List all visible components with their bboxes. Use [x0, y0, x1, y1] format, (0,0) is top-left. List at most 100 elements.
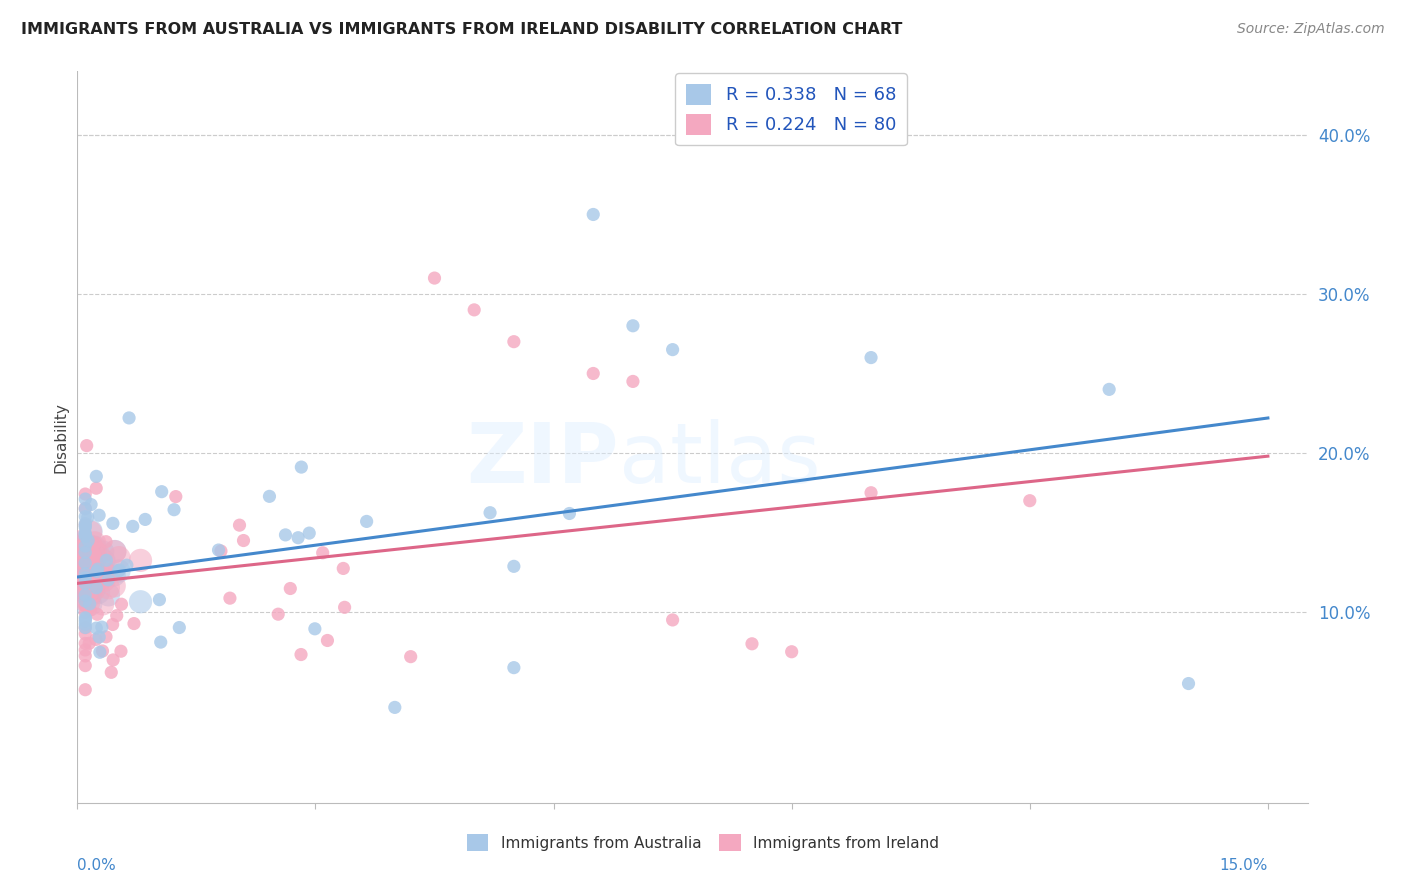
- Point: [77, 549, 100, 563]
- Point: [79, 597, 101, 611]
- Point: [70, 591, 93, 606]
- Point: [89, 630, 111, 644]
- Point: [83, 552, 105, 566]
- Point: [80, 552, 103, 566]
- Point: [860, 485, 883, 500]
- Point: [97, 581, 120, 595]
- Point: [384, 700, 406, 714]
- Point: [82, 558, 104, 572]
- Point: [67, 577, 90, 591]
- Point: [66, 541, 89, 555]
- Point: [83, 569, 105, 583]
- Point: [121, 519, 143, 533]
- Text: IMMIGRANTS FROM AUSTRALIA VS IMMIGRANTS FROM IRELAND DISABILITY CORRELATION CHAR: IMMIGRANTS FROM AUSTRALIA VS IMMIGRANTS …: [21, 22, 903, 37]
- Point: [316, 633, 339, 648]
- Point: [75, 566, 97, 581]
- Point: [96, 553, 118, 567]
- Point: [77, 553, 100, 567]
- Point: [83, 563, 105, 577]
- Point: [149, 635, 172, 649]
- Point: [75, 590, 97, 604]
- Point: [399, 649, 422, 664]
- Point: [77, 533, 100, 548]
- Point: [219, 591, 242, 606]
- Point: [278, 582, 301, 596]
- Point: [75, 487, 97, 501]
- Point: [1018, 493, 1040, 508]
- Point: [165, 490, 187, 504]
- Point: [298, 526, 321, 541]
- Point: [67, 555, 90, 569]
- Point: [75, 520, 97, 534]
- Point: [75, 537, 97, 551]
- Point: [75, 544, 97, 558]
- Point: [80, 525, 103, 540]
- Point: [333, 600, 356, 615]
- Point: [148, 592, 170, 607]
- Point: [1177, 676, 1199, 690]
- Point: [582, 367, 605, 381]
- Point: [83, 563, 105, 577]
- Point: [86, 607, 108, 622]
- Point: [94, 630, 117, 644]
- Point: [502, 660, 524, 674]
- Point: [103, 579, 125, 593]
- Point: [73, 559, 96, 574]
- Point: [84, 469, 107, 483]
- Point: [82, 584, 104, 599]
- Point: [80, 498, 103, 512]
- Point: [91, 644, 114, 658]
- Point: [134, 512, 156, 526]
- Point: [75, 606, 97, 620]
- Point: [75, 643, 97, 657]
- Point: [77, 636, 100, 650]
- Point: [70, 535, 93, 549]
- Point: [83, 546, 105, 560]
- Point: [75, 552, 97, 566]
- Point: [101, 516, 124, 531]
- Point: [287, 531, 309, 545]
- Point: [79, 603, 101, 617]
- Point: [75, 621, 97, 635]
- Point: [75, 516, 97, 531]
- Point: [80, 539, 103, 553]
- Point: [87, 547, 110, 561]
- Point: [66, 534, 89, 549]
- Point: [75, 529, 97, 543]
- Point: [129, 595, 152, 609]
- Point: [75, 620, 97, 634]
- Point: [93, 563, 115, 577]
- Point: [77, 561, 100, 575]
- Point: [84, 621, 107, 635]
- Point: [75, 558, 97, 572]
- Point: [84, 578, 107, 592]
- Point: [290, 460, 312, 475]
- Point: [75, 578, 97, 592]
- Point: [75, 567, 97, 582]
- Point: [75, 594, 97, 608]
- Point: [108, 564, 131, 578]
- Point: [423, 271, 446, 285]
- Point: [304, 622, 326, 636]
- Point: [75, 527, 97, 541]
- Point: [332, 561, 354, 575]
- Point: [267, 607, 290, 622]
- Point: [87, 508, 110, 523]
- Point: [77, 595, 100, 609]
- Point: [70, 566, 93, 581]
- Point: [558, 507, 581, 521]
- Point: [79, 589, 101, 603]
- Point: [75, 617, 97, 632]
- Y-axis label: Disability: Disability: [53, 401, 69, 473]
- Point: [232, 533, 254, 548]
- Point: [77, 539, 100, 553]
- Point: [479, 506, 502, 520]
- Point: [70, 543, 93, 558]
- Point: [75, 539, 97, 553]
- Point: [69, 545, 91, 559]
- Point: [107, 564, 129, 578]
- Point: [75, 509, 97, 524]
- Point: [104, 544, 127, 558]
- Point: [84, 566, 107, 580]
- Point: [93, 554, 115, 568]
